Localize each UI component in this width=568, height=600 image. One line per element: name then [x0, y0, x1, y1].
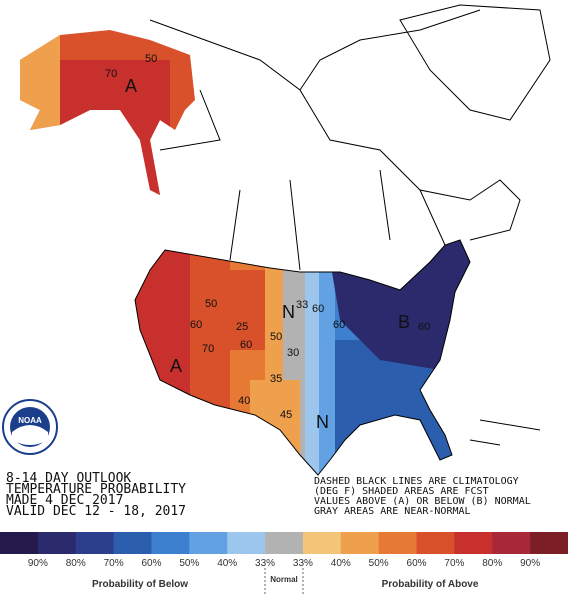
- legend-swatch: [75, 532, 115, 554]
- legend-swatch: [454, 532, 493, 554]
- outlook-line: 8-14 DAY OUTLOOK: [6, 471, 131, 486]
- legend-label: 33%: [255, 558, 275, 569]
- legend-label: 33%: [293, 558, 313, 569]
- legend-swatch: [340, 532, 380, 554]
- outlook-line: MADE 4 DEC 2017: [6, 493, 123, 508]
- outlook-line: TEMPERATURE PROBABILITY: [6, 482, 186, 497]
- map-label: 70: [202, 343, 214, 355]
- note-line: VALUES ABOVE (A) OR BELOW (B) NORMAL: [314, 496, 531, 507]
- legend-label: 50%: [369, 558, 389, 569]
- map-label: 70: [105, 68, 117, 80]
- land-outlines: [149, 4, 551, 446]
- legend: 90% 80% 70% 60% 50% 40% 33% 33% 40% 50% 60% 70% 80% 9…: [0, 532, 568, 569]
- legend-label: 70%: [444, 558, 464, 569]
- legend-heading: Probability of Below: [92, 579, 188, 590]
- legend-label: 60%: [407, 558, 427, 569]
- legend-swatch: [302, 532, 342, 554]
- note-line: (DEG F) SHADED AREAS ARE FCST: [314, 486, 489, 497]
- map-label: 50: [270, 331, 282, 343]
- legend-swatch: [492, 532, 531, 554]
- map-label: N: [282, 302, 295, 322]
- legend-swatch: [265, 532, 304, 554]
- map-label: A: [125, 76, 137, 96]
- map-label: 30: [287, 347, 299, 359]
- note-text: DASHED BLACK LINES ARE CLIMATOLOGY(DEG F…: [314, 476, 531, 517]
- map-labels: A 70 50 A 50 60 25 70 60 50 30 35 40 45 …: [105, 53, 430, 432]
- legend-heading: Probability of Above: [382, 579, 479, 590]
- noaa-logo: NOAA: [2, 399, 58, 455]
- legend-swatch: [0, 532, 39, 554]
- note-line: DASHED BLACK LINES ARE CLIMATOLOGY: [314, 476, 519, 487]
- map-label: 60: [190, 319, 202, 331]
- legend-swatch: [378, 532, 418, 554]
- legend-label: 90%: [520, 558, 540, 569]
- map-label: 60: [312, 303, 324, 315]
- legend-label: 90%: [28, 558, 48, 569]
- map-label: 45: [280, 409, 292, 421]
- legend-label: 70%: [104, 558, 124, 569]
- legend-label: 60%: [141, 558, 161, 569]
- legend-label: 40%: [217, 558, 237, 569]
- map-label: 60: [240, 339, 252, 351]
- note-line: GRAY AREAS ARE NEAR-NORMAL: [314, 506, 471, 517]
- map-label: 33: [296, 299, 308, 311]
- map-label: 25: [236, 321, 248, 333]
- map-label: A: [170, 356, 182, 376]
- legend-swatch: [227, 532, 266, 554]
- legend-heading: Normal: [270, 575, 298, 584]
- map-label: 40: [238, 395, 250, 407]
- legend-swatch: [189, 532, 228, 554]
- legend-label: 40%: [331, 558, 351, 569]
- legend-swatch: [37, 532, 77, 554]
- map-label: N: [316, 412, 329, 432]
- us-outline: [134, 239, 471, 476]
- legend-swatch: [151, 532, 190, 554]
- map-label: 50: [145, 53, 157, 65]
- map-label: 35: [270, 373, 282, 385]
- legend-label: 80%: [66, 558, 86, 569]
- map-label: 60: [418, 321, 430, 333]
- map-label: 60: [333, 319, 345, 331]
- outlook-line: VALID DEC 12 - 18, 2017: [6, 504, 186, 519]
- legend-swatch: [530, 532, 568, 554]
- map-label: B: [398, 312, 410, 332]
- map-label: 50: [205, 298, 217, 310]
- legend-swatch: [416, 532, 455, 554]
- legend-label: 80%: [482, 558, 502, 569]
- legend-label: 50%: [179, 558, 199, 569]
- logo-text: NOAA: [18, 416, 42, 425]
- legend-swatch: [113, 532, 152, 554]
